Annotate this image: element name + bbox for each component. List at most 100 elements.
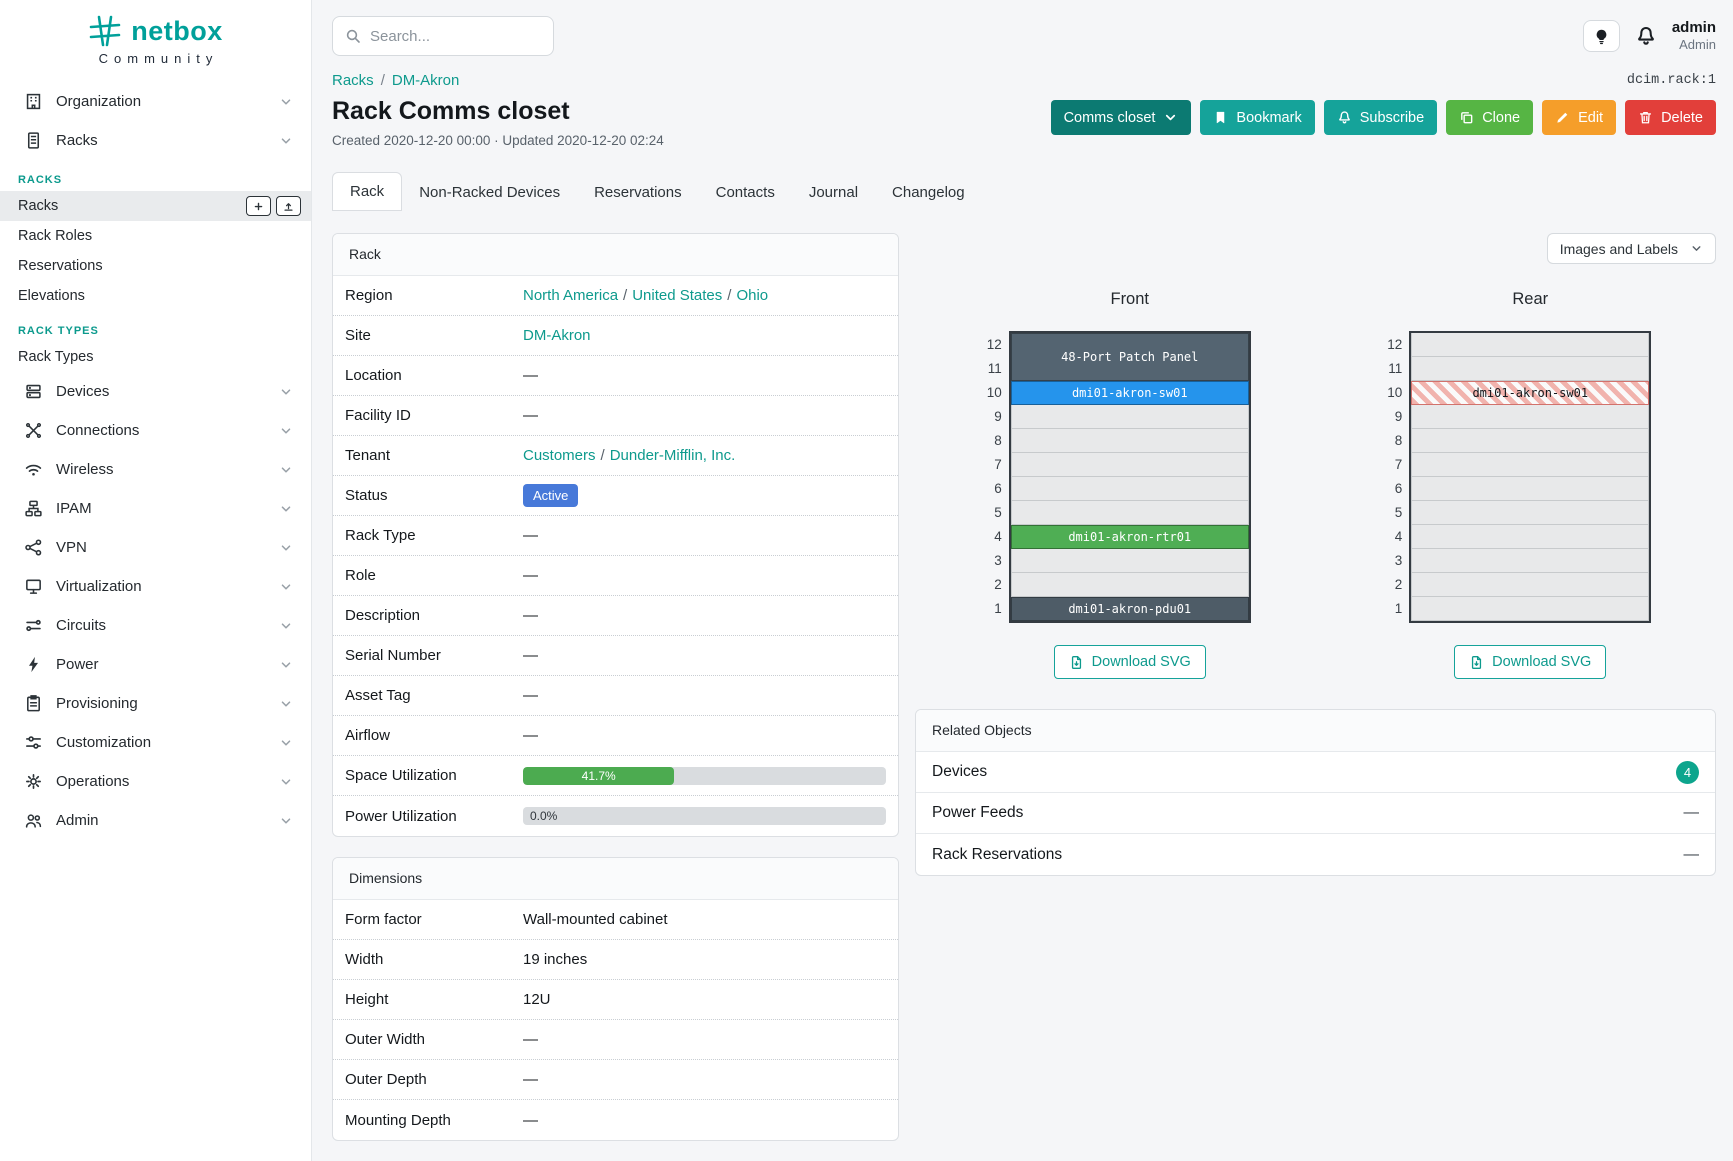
rack-unit-slot[interactable]: [1411, 573, 1650, 597]
rack-device-48-port-patch-panel[interactable]: 48-Port Patch Panel: [1010, 333, 1249, 381]
tab-reservations[interactable]: Reservations: [594, 184, 682, 201]
link-united-states[interactable]: United States: [632, 287, 723, 304]
action-buttons: Comms closet Bookmark Subscribe Clone Edit De…: [1050, 100, 1716, 135]
sidebar-group-organization[interactable]: Organization: [0, 82, 311, 121]
clone-button[interactable]: Clone: [1446, 100, 1534, 135]
rack-unit-slot[interactable]: [1411, 333, 1650, 357]
unit-number: 10: [1387, 385, 1403, 400]
search-input[interactable]: [370, 27, 541, 45]
rack-unit-slot[interactable]: [1411, 501, 1650, 525]
detail-text: Wall-mounted cabinet: [523, 911, 668, 928]
rack-unit-slot[interactable]: [1010, 453, 1249, 477]
rack-unit-slot[interactable]: [1411, 429, 1650, 453]
tab-non-racked-devices[interactable]: Non-Racked Devices: [419, 184, 561, 201]
detail-label: Description: [345, 607, 421, 624]
sidebar-item-label: Rack Roles: [18, 228, 93, 244]
sidebar-group-customization[interactable]: Customization: [0, 723, 311, 762]
sidebar-group-power[interactable]: Power: [0, 645, 311, 684]
detail-label: Outer Width: [345, 1031, 426, 1048]
link-dunder-mifflin-inc[interactable]: Dunder-Mifflin, Inc.: [609, 447, 736, 464]
link-dm-akron[interactable]: DM-Akron: [523, 327, 591, 344]
link-customers[interactable]: Customers: [523, 447, 596, 464]
sidebar-item-rack-types[interactable]: Rack Types: [0, 342, 311, 372]
sidebar-group-virtualization[interactable]: Virtualization: [0, 567, 311, 606]
rack-unit-slot[interactable]: [1411, 357, 1650, 381]
download-svg-button[interactable]: Download SVG: [1454, 645, 1607, 679]
rack-unit-slot[interactable]: [1411, 477, 1650, 501]
breadcrumb-link-racks[interactable]: Racks: [332, 72, 374, 89]
tab-journal[interactable]: Journal: [808, 184, 859, 201]
sidebar-item-rack-roles[interactable]: Rack Roles: [0, 221, 311, 251]
detail-text: —: [523, 687, 538, 704]
user-info[interactable]: admin Admin: [1672, 19, 1716, 54]
related-row-devices[interactable]: Devices 4: [916, 752, 1715, 793]
rack-device-dmi01-akron-rtr01[interactable]: dmi01-akron-rtr01: [1010, 525, 1249, 549]
building-icon: [24, 92, 43, 111]
sidebar-group-operations[interactable]: Operations: [0, 762, 311, 801]
unit-number: 7: [994, 457, 1002, 472]
plus-icon: [253, 201, 264, 212]
rack-unit-slot[interactable]: [1010, 573, 1249, 597]
detail-row-facility-id: Facility ID —: [333, 396, 898, 436]
chevron-down-icon: [1163, 110, 1178, 125]
sidebar-group-label: Devices: [56, 383, 110, 400]
sidebar-item-label: Reservations: [18, 258, 103, 274]
related-row-rack-reservations[interactable]: Rack Reservations —: [916, 834, 1715, 875]
delete-button[interactable]: Delete: [1625, 100, 1716, 135]
link-ohio[interactable]: Ohio: [736, 287, 769, 304]
sidebar-group-connections[interactable]: Connections: [0, 411, 311, 450]
rack-unit-slot[interactable]: [1010, 549, 1249, 573]
rack-unit-slot[interactable]: [1010, 501, 1249, 525]
rack-device-dmi01-akron-pdu01[interactable]: dmi01-akron-pdu01: [1010, 597, 1249, 621]
rack-unit-slot[interactable]: [1010, 405, 1249, 429]
rack-unit-slot[interactable]: [1411, 405, 1650, 429]
sidebar-group-vpn[interactable]: VPN: [0, 528, 311, 567]
rack-unit-slot[interactable]: [1411, 525, 1650, 549]
sidebar-item-racks[interactable]: Racks: [0, 191, 311, 221]
rack-unit-slot[interactable]: [1010, 477, 1249, 501]
rack-unit-slot[interactable]: [1411, 453, 1650, 477]
sidebar-group-devices[interactable]: Devices: [0, 372, 311, 411]
sidebar-group-circuits[interactable]: Circuits: [0, 606, 311, 645]
search-box[interactable]: [332, 16, 554, 56]
import-button[interactable]: [276, 196, 301, 216]
sidebar-group-ipam[interactable]: IPAM: [0, 489, 311, 528]
subscribe-button[interactable]: Subscribe: [1323, 100, 1438, 135]
breadcrumb-link-dm-akron[interactable]: DM-Akron: [391, 72, 460, 89]
images-labels-toggle[interactable]: Images and Labels: [1546, 233, 1716, 264]
sidebar-item-reservations[interactable]: Reservations: [0, 251, 311, 281]
detail-text: 19 inches: [523, 951, 588, 968]
notifications-bell-icon[interactable]: [1635, 25, 1657, 47]
unit-number: 11: [987, 361, 1002, 376]
link-north-america[interactable]: North America: [523, 287, 619, 304]
sidebar-group-racks[interactable]: Racks: [0, 121, 311, 160]
rack-unit-slot[interactable]: [1010, 429, 1249, 453]
tab-contacts[interactable]: Contacts: [715, 184, 775, 201]
edit-button[interactable]: Edit: [1542, 100, 1617, 135]
button-label: Delete: [1661, 109, 1703, 126]
sidebar-group-provisioning[interactable]: Provisioning: [0, 684, 311, 723]
sidebar-group-wireless[interactable]: Wireless: [0, 450, 311, 489]
rack-device-dmi01-akron-sw01[interactable]: dmi01-akron-sw01: [1411, 381, 1650, 405]
comms-closet-button[interactable]: Comms closet: [1050, 100, 1192, 135]
add-button[interactable]: [246, 196, 271, 216]
detail-row-site: Site DM-Akron: [333, 316, 898, 356]
chevron-down-icon: [279, 658, 293, 672]
download-svg-button[interactable]: Download SVG: [1053, 645, 1206, 679]
rack-unit-slot[interactable]: [1411, 597, 1650, 621]
rack-unit-slot[interactable]: [1411, 549, 1650, 573]
detail-value: 19 inches: [523, 951, 888, 968]
chevron-down-icon: [279, 424, 293, 438]
chevron-down-icon: [279, 502, 293, 516]
detail-label: Asset Tag: [345, 687, 411, 704]
tab-rack[interactable]: Rack: [332, 172, 403, 211]
bookmark-button[interactable]: Bookmark: [1200, 100, 1315, 135]
sidebar-group-admin[interactable]: Admin: [0, 801, 311, 840]
related-objects-panel: Related Objects Devices 4 Power Feeds — Rack…: [915, 709, 1716, 876]
count-badge: 4: [1676, 760, 1699, 784]
rack-device-dmi01-akron-sw01[interactable]: dmi01-akron-sw01: [1010, 381, 1249, 405]
sidebar-item-elevations[interactable]: Elevations: [0, 281, 311, 311]
theme-toggle-button[interactable]: [1582, 20, 1620, 52]
tab-changelog[interactable]: Changelog: [892, 184, 965, 201]
related-row-power-feeds[interactable]: Power Feeds —: [916, 793, 1715, 834]
